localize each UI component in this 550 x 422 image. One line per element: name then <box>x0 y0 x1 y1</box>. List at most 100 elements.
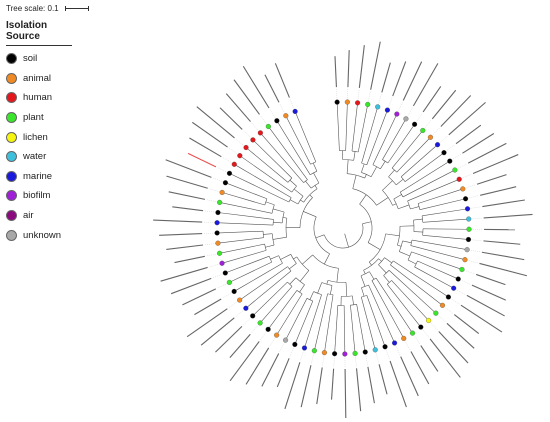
tip-marker-marine <box>384 107 390 113</box>
tree-branch <box>324 253 330 265</box>
tip-marker-soil <box>447 158 453 164</box>
tip-label-placeholder <box>233 79 260 115</box>
tip-label-placeholder <box>446 322 475 349</box>
tip-marker-unknown <box>403 116 409 122</box>
tree-branch <box>221 202 273 214</box>
tip-marker-animal <box>401 335 407 341</box>
tree-arc <box>388 176 397 186</box>
tip-label-placeholder <box>215 325 243 353</box>
tree-branch <box>344 233 349 248</box>
tree-branch <box>231 173 290 203</box>
tip-label-placeholder <box>471 284 506 301</box>
tree-branch <box>345 282 348 297</box>
tree-branch <box>366 111 387 165</box>
tree-branch <box>313 172 320 184</box>
tip-marker-biofilm <box>219 260 225 266</box>
legend-swatch <box>6 72 17 84</box>
tip-label-placeholder <box>276 358 290 388</box>
tip-marker-soil <box>412 121 418 127</box>
tip-label-placeholder <box>475 273 506 286</box>
tip-marker-plant <box>257 320 263 326</box>
tree-branch <box>364 174 367 179</box>
tip-label-placeholder <box>481 251 525 261</box>
legend-label: unknown <box>23 229 62 241</box>
tip-marker-animal <box>215 240 221 246</box>
tip-label-placeholder <box>389 360 407 408</box>
tip-label-placeholder <box>334 56 337 88</box>
legend-swatch <box>6 92 17 104</box>
tip-marker-water <box>372 347 378 353</box>
tree-arc <box>342 159 354 161</box>
tree-branch <box>410 206 420 210</box>
legend-title: Isolation Source <box>6 20 72 46</box>
legend-item-plant: plant <box>6 108 72 128</box>
tip-label-placeholder <box>347 50 350 88</box>
tree-branch <box>396 138 430 173</box>
tree-arc <box>310 161 316 165</box>
tree-arc <box>351 150 359 153</box>
tree-branch <box>398 204 410 210</box>
tree-branch <box>390 264 442 305</box>
tip-label-placeholder <box>378 364 388 395</box>
tip-label-placeholder <box>174 255 205 264</box>
tip-label-placeholder <box>472 154 519 175</box>
tip-label-placeholder <box>476 174 507 185</box>
tree-arc <box>393 198 399 209</box>
tree-branch <box>411 239 466 250</box>
tip-label-placeholder <box>300 365 312 408</box>
legend-label: water <box>23 151 47 163</box>
tree-branch <box>241 266 288 300</box>
tree-branch <box>357 106 368 153</box>
tree-arc <box>360 271 370 277</box>
legend-swatch <box>6 151 17 163</box>
tip-label-placeholder <box>438 331 469 364</box>
tip-label-placeholder <box>153 219 203 223</box>
tree-branch <box>419 198 464 210</box>
tree-branch <box>330 285 333 295</box>
tree-branch <box>375 277 412 332</box>
tip-label-placeholder <box>229 333 251 358</box>
tree-arc <box>382 190 393 206</box>
tree-branch <box>300 199 304 203</box>
tree-branch <box>410 245 464 260</box>
tree-branch <box>336 268 339 283</box>
tree-branch <box>289 277 297 285</box>
tip-label-placeholder <box>219 107 243 130</box>
legend-swatch <box>6 112 17 124</box>
tree-arc <box>361 172 372 177</box>
legend-label: human <box>23 92 53 104</box>
tree-branch <box>270 255 279 260</box>
tip-label-placeholder <box>182 288 217 306</box>
tree-branch <box>382 180 393 191</box>
tip-marker-soil <box>362 349 368 355</box>
legend-label: marine <box>23 170 53 182</box>
tree-branch <box>363 270 366 275</box>
tip-label-placeholder <box>200 317 235 346</box>
tip-marker-marine <box>434 142 441 148</box>
tip-label-placeholder <box>160 266 208 282</box>
tree-branch <box>231 261 272 282</box>
tree-arc <box>359 203 373 243</box>
tip-marker-plant <box>217 250 223 256</box>
tip-marker-soil <box>441 150 447 156</box>
tree-branch <box>336 104 340 151</box>
tree-branch <box>272 208 285 213</box>
legend-swatch <box>6 210 17 222</box>
tree-branch <box>269 127 308 180</box>
tree-branch <box>400 161 449 193</box>
tip-marker-plant <box>409 330 416 336</box>
tip-marker-biofilm <box>342 351 348 357</box>
tip-marker-animal <box>462 257 468 263</box>
tree-branch <box>282 217 287 219</box>
tree-arc <box>281 211 285 223</box>
tree-branch <box>384 257 392 264</box>
tip-label-placeholder <box>412 63 439 107</box>
tip-marker-animal <box>321 350 327 356</box>
tip-marker-lichen <box>426 317 432 323</box>
tip-label-placeholder <box>453 314 480 335</box>
tip-label-placeholder <box>229 341 260 382</box>
tree-branch <box>219 222 274 226</box>
tree-branch <box>345 104 348 151</box>
tree-branch <box>407 179 458 202</box>
tree-branch <box>334 305 339 352</box>
